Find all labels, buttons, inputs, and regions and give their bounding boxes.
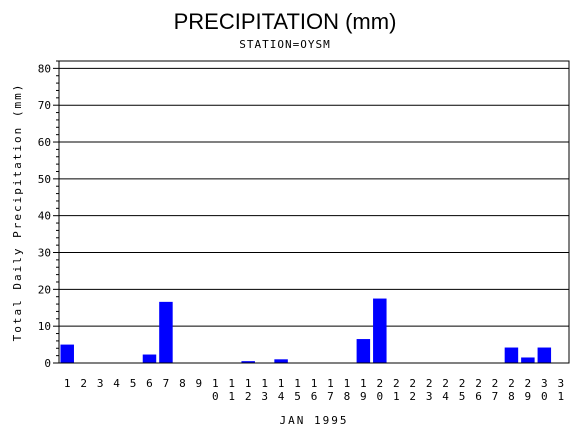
x-tick-label: 1 <box>557 390 564 403</box>
x-tick-label: 2 <box>376 377 383 390</box>
bar <box>159 301 173 363</box>
x-tick-label: 5 <box>130 377 137 390</box>
x-tick-label: 7 <box>163 377 170 390</box>
x-tick-label: 5 <box>294 390 301 403</box>
plot-frame <box>58 60 570 364</box>
x-tick-label: 2 <box>442 377 449 390</box>
x-tick-label: 7 <box>327 390 334 403</box>
y-tick-label: 50 <box>38 173 51 186</box>
x-tick-label: 1 <box>311 377 318 390</box>
y-tick-label: 20 <box>38 283 51 296</box>
x-tick-label: 3 <box>97 377 104 390</box>
bar <box>142 354 157 363</box>
x-tick-label: 6 <box>311 390 318 403</box>
x-tick-label: 2 <box>393 377 400 390</box>
y-tick-label: 30 <box>38 247 51 260</box>
x-tick-label: 1 <box>212 377 219 390</box>
x-tick-label: 1 <box>228 390 235 403</box>
x-axis: 1 2 3 4 5 6 7 8 9 1011121314151617181920212223242… <box>64 377 564 403</box>
x-tick-label: 2 <box>426 377 433 390</box>
x-tick-label: 2 <box>492 377 499 390</box>
x-tick-label: 0 <box>541 390 548 403</box>
x-tick-label: 8 <box>344 390 351 403</box>
x-tick-label: 9 <box>196 377 203 390</box>
x-tick-label: 5 <box>459 390 466 403</box>
x-tick-label: 6 <box>475 390 482 403</box>
y-tick-label: 60 <box>38 136 51 149</box>
x-tick-label: 8 <box>179 377 186 390</box>
y-tick-label: 80 <box>38 62 51 75</box>
x-tick-label: 3 <box>541 377 548 390</box>
x-tick-label: 9 <box>360 390 367 403</box>
x-tick-label: 2 <box>525 377 532 390</box>
x-tick-label: 0 <box>212 390 219 403</box>
x-tick-label: 2 <box>409 377 416 390</box>
x-tick-label: 4 <box>278 390 285 403</box>
x-tick-label: 1 <box>327 377 334 390</box>
bar <box>521 357 535 363</box>
y-axis-label: Total Daily Precipitation (mm) <box>11 83 24 342</box>
x-tick-label: 2 <box>409 390 416 403</box>
x-tick-label: 4 <box>113 377 120 390</box>
bar <box>356 339 371 363</box>
x-tick-label: 9 <box>525 390 532 403</box>
bar <box>60 344 74 363</box>
bar <box>241 361 255 363</box>
x-tick-label: 2 <box>459 377 466 390</box>
bar-series <box>60 298 552 363</box>
x-tick-label: 4 <box>442 390 449 403</box>
bar <box>504 347 519 363</box>
x-tick-label: 2 <box>508 377 515 390</box>
x-axis-label: JAN 1995 <box>280 414 349 427</box>
chart-title: PRECIPITATION (mm) <box>174 9 397 34</box>
x-tick-label: 1 <box>294 377 301 390</box>
x-tick-label: 7 <box>492 390 499 403</box>
x-tick-label: 3 <box>261 390 268 403</box>
x-tick-label: 1 <box>64 377 71 390</box>
x-tick-label: 0 <box>376 390 383 403</box>
x-tick-label: 2 <box>475 377 482 390</box>
y-tick-label: 40 <box>38 210 51 223</box>
x-tick-label: 3 <box>426 390 433 403</box>
chart-subtitle: STATION=OYSM <box>239 38 330 51</box>
y-tick-label: 10 <box>38 320 51 333</box>
x-tick-label: 1 <box>344 377 351 390</box>
x-tick-label: 8 <box>508 390 515 403</box>
gridlines <box>59 67 569 327</box>
x-tick-label: 2 <box>245 390 252 403</box>
x-tick-label: 1 <box>245 377 252 390</box>
x-tick-label: 6 <box>146 377 153 390</box>
x-tick-label: 1 <box>393 390 400 403</box>
x-tick-label: 1 <box>278 377 285 390</box>
x-tick-label: 3 <box>557 377 564 390</box>
bar <box>373 298 387 363</box>
y-tick-label: 0 <box>44 357 51 370</box>
x-tick-label: 1 <box>261 377 268 390</box>
x-tick-label: 1 <box>228 377 235 390</box>
bar <box>537 347 552 363</box>
x-tick-label: 2 <box>80 377 87 390</box>
x-tick-label: 1 <box>360 377 367 390</box>
y-tick-label: 70 <box>38 99 51 112</box>
bar <box>274 359 288 363</box>
y-axis: 0 10 20 30 40 50 60 70 80 <box>38 60 59 370</box>
